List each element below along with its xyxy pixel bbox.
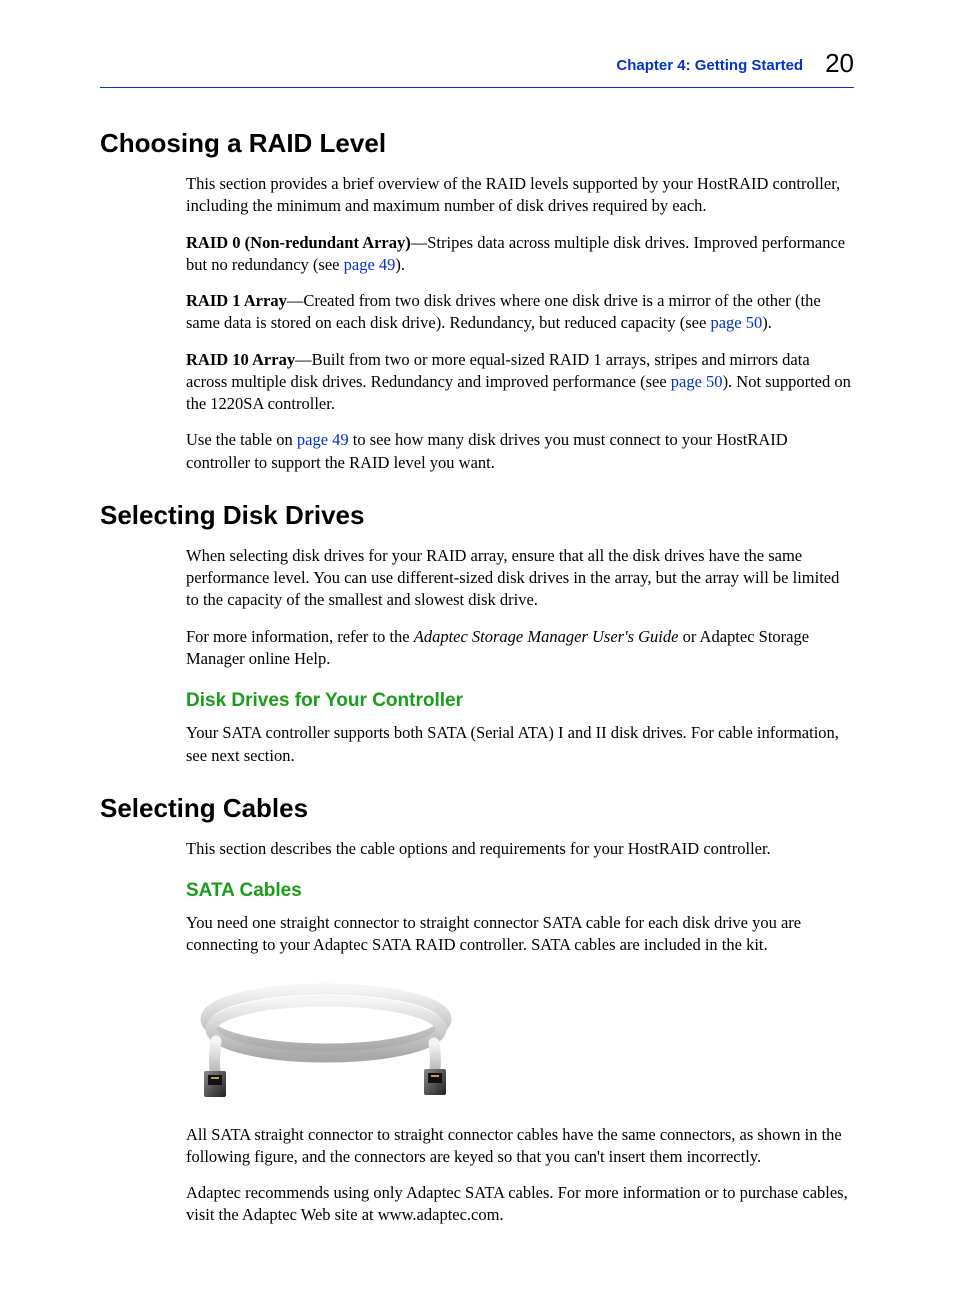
sata-cable-icon [186,971,466,1101]
disk-drives-p1: When selecting disk drives for your RAID… [186,545,854,612]
table-text-a: Use the table on [186,430,297,449]
page-49-link-2[interactable]: page 49 [297,430,349,449]
cables-intro: This section describes the cable options… [186,838,854,860]
raid1-paragraph: RAID 1 Array—Created from two disk drive… [186,290,854,335]
heading-choosing-raid-level: Choosing a RAID Level [100,128,854,159]
raid1-text-b: ). [762,313,772,332]
sata-cables-p1: You need one straight connector to strai… [186,912,854,957]
page-49-link[interactable]: page 49 [344,255,396,274]
page-50-link-2[interactable]: page 50 [671,372,723,391]
sata-cable-figure [186,971,854,1106]
raid0-label: RAID 0 (Non-redundant Array) [186,233,411,252]
raid-intro-paragraph: This section provides a brief overview o… [186,173,854,218]
subheading-disk-drives-controller: Disk Drives for Your Controller [186,690,854,712]
raid1-label: RAID 1 Array [186,291,287,310]
page-50-link[interactable]: page 50 [710,313,762,332]
disk-drives-controller-p1: Your SATA controller supports both SATA … [186,722,854,767]
heading-selecting-cables: Selecting Cables [100,793,854,824]
heading-selecting-disk-drives: Selecting Disk Drives [100,500,854,531]
raid10-paragraph: RAID 10 Array—Built from two or more equ… [186,349,854,416]
page-container: Chapter 4: Getting Started 20 Choosing a… [0,0,954,1301]
raid10-label: RAID 10 Array [186,350,295,369]
disk-drives-p2: For more information, refer to the Adapt… [186,626,854,671]
subheading-sata-cables: SATA Cables [186,880,854,902]
page-number: 20 [825,48,854,78]
chapter-label: Chapter 4: Getting Started [616,57,803,74]
sata-cables-p2: All SATA straight connector to straight … [186,1124,854,1169]
raid-table-paragraph: Use the table on page 49 to see how many… [186,429,854,474]
raid0-text-b: ). [395,255,405,274]
sata-cables-p3: Adaptec recommends using only Adaptec SA… [186,1182,854,1227]
header-rule [100,87,854,88]
disk-drives-p2-italic: Adaptec Storage Manager User's Guide [414,627,679,646]
disk-drives-p2-a: For more information, refer to the [186,627,414,646]
raid0-paragraph: RAID 0 (Non-redundant Array)—Stripes dat… [186,232,854,277]
page-header: Chapter 4: Getting Started 20 [100,48,854,79]
